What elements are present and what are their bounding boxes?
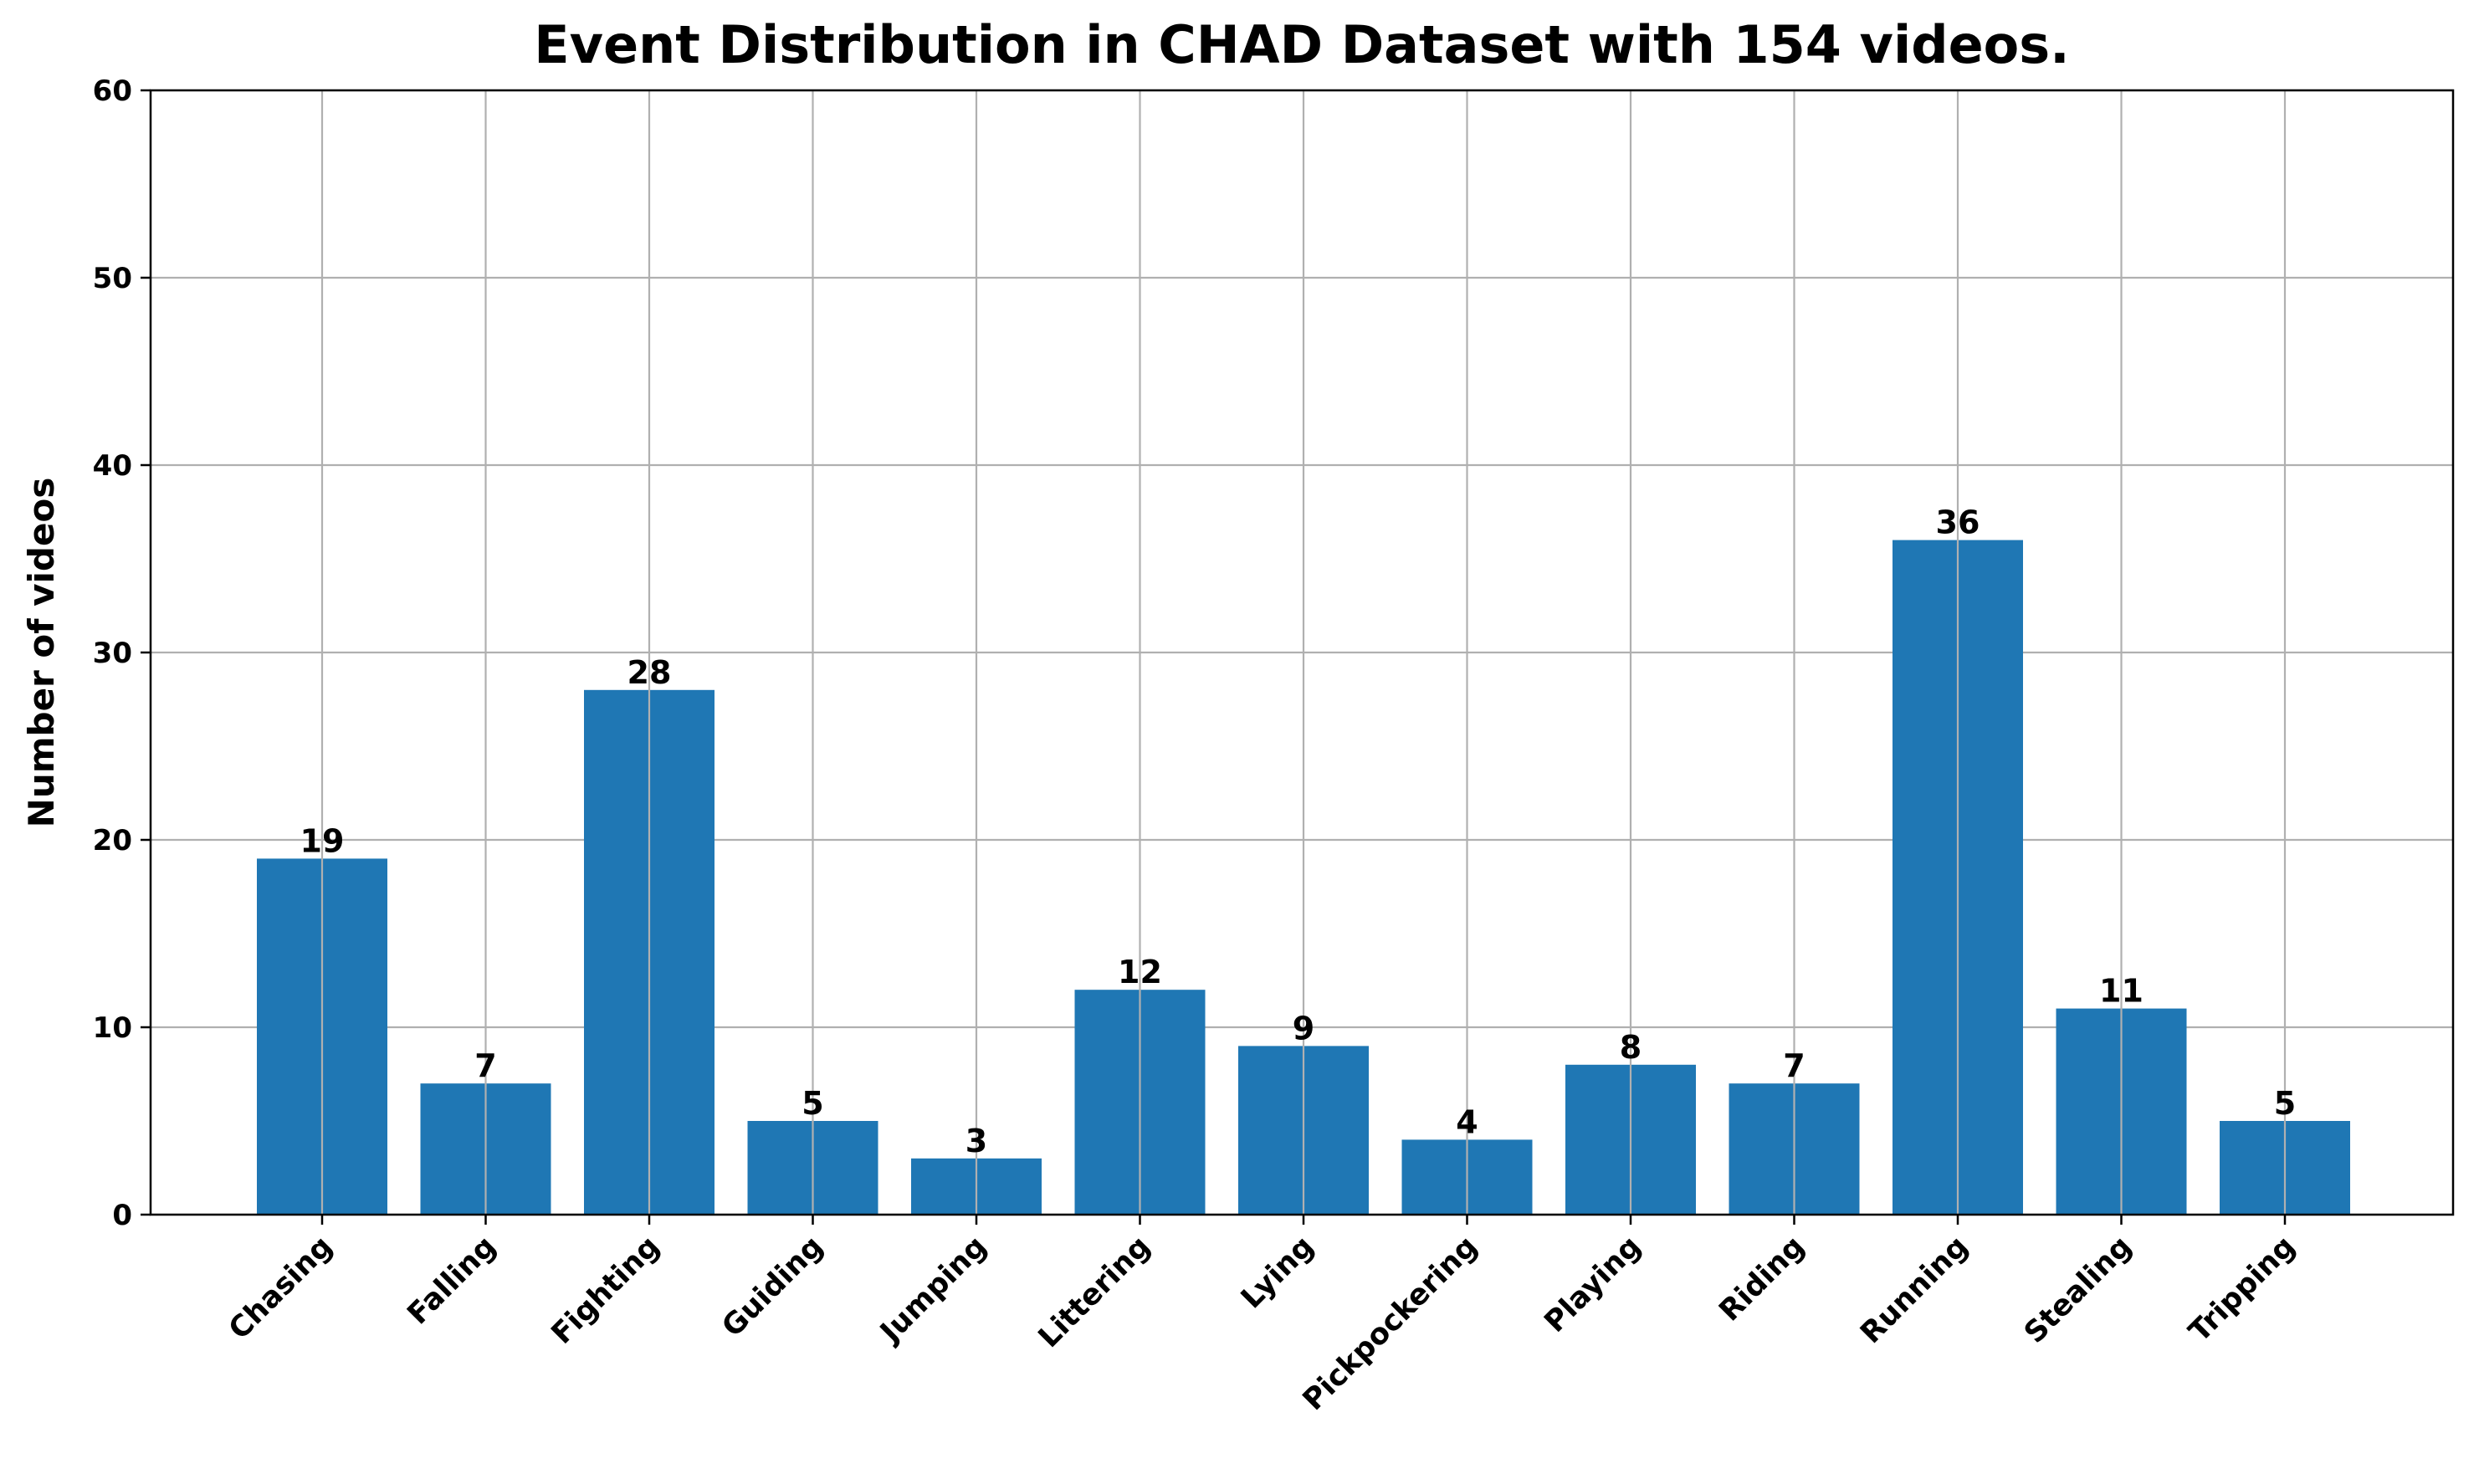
y-tick-label: 60 (93, 74, 132, 108)
y-axis-label: Number of videos (21, 478, 62, 828)
bar-value-label: 7 (474, 1047, 496, 1084)
bar-value-label: 19 (300, 822, 345, 859)
bar-value-label: 7 (1783, 1047, 1805, 1084)
y-tick-label: 20 (93, 824, 132, 857)
bar-value-label: 12 (1118, 954, 1162, 990)
bar-value-label: 5 (802, 1085, 823, 1122)
y-tick-label: 40 (93, 449, 132, 483)
y-tick-label: 0 (112, 1199, 132, 1232)
bar-value-label: 3 (965, 1123, 987, 1159)
y-tick-label: 10 (93, 1011, 132, 1045)
bar-value-label: 5 (2274, 1085, 2296, 1122)
vertical-grid-lines (320, 90, 2287, 1215)
y-tick-label: 30 (93, 637, 132, 670)
chart-title: Event Distribution in CHAD Dataset with … (534, 14, 2069, 75)
bar-value-label: 11 (2099, 973, 2144, 1010)
bar-value-labels: 19 7 28 5 3 12 9 4 8 7 36 11 5 (300, 504, 2297, 1159)
bar-value-label: 4 (1456, 1103, 1478, 1140)
y-tick-label: 50 (93, 262, 132, 295)
bar-value-label: 36 (1936, 504, 1980, 541)
bar-value-label: 9 (1293, 1010, 1314, 1046)
bar-value-label: 8 (1620, 1029, 1642, 1066)
bar-value-label: 28 (627, 654, 672, 691)
